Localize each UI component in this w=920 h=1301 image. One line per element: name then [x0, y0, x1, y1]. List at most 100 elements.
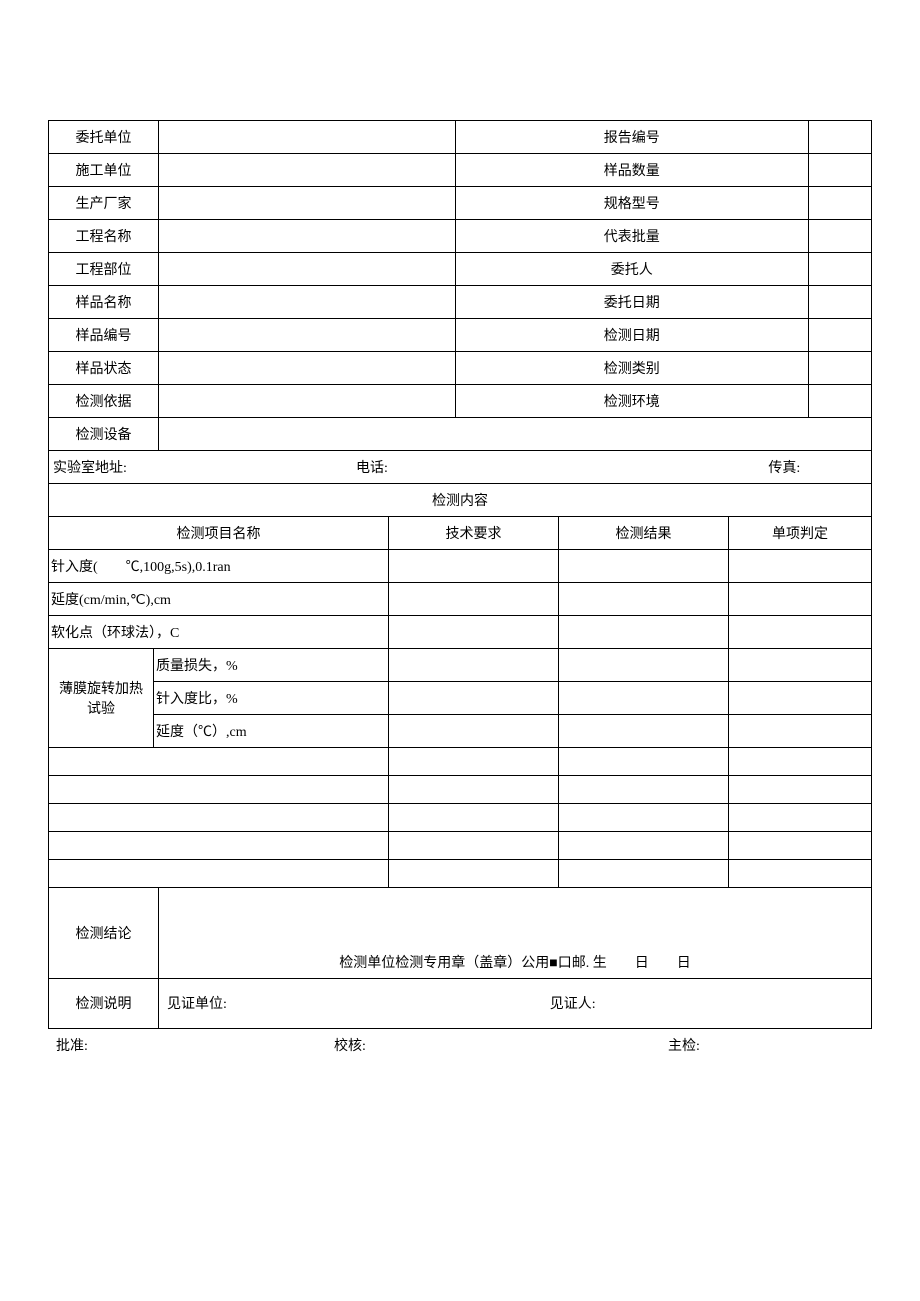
value-test-category[interactable] [808, 352, 871, 385]
section-title: 检测内容 [49, 484, 872, 517]
footer-row: 批准: 校核: 主检: [48, 1029, 872, 1055]
test-result-3[interactable] [559, 616, 729, 649]
label-witness-person: 见证人: [550, 997, 596, 1012]
blank-result-1[interactable] [559, 748, 729, 776]
value-client-person[interactable] [808, 253, 871, 286]
test-tech-g3[interactable] [389, 715, 559, 748]
label-phone: 电话: [218, 451, 396, 484]
test-judge-g1[interactable] [729, 649, 872, 682]
conclusion-table: 检测结论 检测单位检测专用章（盖章）公用■口邮. 生 日 日 检测说明 见证单位… [48, 888, 872, 1029]
info-row-7: 样品编号 检测日期 [49, 319, 872, 352]
value-test-equipment[interactable] [159, 418, 872, 451]
header-item-name: 检测项目名称 [49, 517, 389, 550]
test-group-film: 薄膜旋转加热试验 [49, 649, 154, 748]
test-judge-2[interactable] [729, 583, 872, 616]
report-form-table: 委托单位 报告编号 施工单位 样品数量 生产厂家 规格型号 工程名称 代表批量 … [48, 120, 872, 517]
blank-tech-1[interactable] [389, 748, 559, 776]
test-judge-1[interactable] [729, 550, 872, 583]
blank-judge-2[interactable] [729, 776, 872, 804]
test-result-g3[interactable] [559, 715, 729, 748]
value-sample-name[interactable] [159, 286, 456, 319]
test-tech-3[interactable] [389, 616, 559, 649]
test-name-penetration: 针入度( ℃,100g,5s),0.1ran [49, 550, 389, 583]
blank-judge-4[interactable] [729, 832, 872, 860]
label-sample-no: 样品编号 [49, 319, 159, 352]
blank-name-3[interactable] [49, 804, 389, 832]
blank-name-2[interactable] [49, 776, 389, 804]
blank-judge-3[interactable] [729, 804, 872, 832]
test-tech-2[interactable] [389, 583, 559, 616]
info-row-2: 施工单位 样品数量 [49, 154, 872, 187]
info-row-9: 检测依据 检测环境 [49, 385, 872, 418]
test-row-blank-2 [49, 776, 872, 804]
blank-tech-5[interactable] [389, 860, 559, 888]
value-entrust-date[interactable] [808, 286, 871, 319]
test-judge-g3[interactable] [729, 715, 872, 748]
test-result-2[interactable] [559, 583, 729, 616]
label-test-category: 检测类别 [455, 352, 808, 385]
value-project-name[interactable] [159, 220, 456, 253]
blank-name-4[interactable] [49, 832, 389, 860]
value-report-no[interactable] [808, 121, 871, 154]
label-spec-model: 规格型号 [455, 187, 808, 220]
value-client-unit[interactable] [159, 121, 456, 154]
blank-judge-1[interactable] [729, 748, 872, 776]
test-result-g2[interactable] [559, 682, 729, 715]
test-tech-g2[interactable] [389, 682, 559, 715]
value-project-part[interactable] [159, 253, 456, 286]
label-client-unit: 委托单位 [49, 121, 159, 154]
note-content: 见证单位: 见证人: [159, 978, 872, 1028]
value-fax[interactable] [808, 451, 871, 484]
value-spec-model[interactable] [808, 187, 871, 220]
blank-tech-4[interactable] [389, 832, 559, 860]
value-sample-no[interactable] [159, 319, 456, 352]
test-result-g1[interactable] [559, 649, 729, 682]
value-sample-state[interactable] [159, 352, 456, 385]
value-manufacturer[interactable] [159, 187, 456, 220]
label-lab-address: 实验室地址: [49, 451, 159, 484]
label-fax: 传真: [455, 451, 808, 484]
test-sub-massloss: 质量损失，% [154, 649, 389, 682]
value-batch[interactable] [808, 220, 871, 253]
value-construction-unit[interactable] [159, 154, 456, 187]
blank-judge-5[interactable] [729, 860, 872, 888]
label-conclusion: 检测结论 [49, 888, 159, 978]
label-test-basis: 检测依据 [49, 385, 159, 418]
label-witness-unit: 见证单位: [167, 997, 227, 1012]
blank-result-2[interactable] [559, 776, 729, 804]
test-judge-g2[interactable] [729, 682, 872, 715]
value-test-env[interactable] [808, 385, 871, 418]
blank-tech-2[interactable] [389, 776, 559, 804]
label-project-part: 工程部位 [49, 253, 159, 286]
blank-result-5[interactable] [559, 860, 729, 888]
blank-result-4[interactable] [559, 832, 729, 860]
blank-result-3[interactable] [559, 804, 729, 832]
value-phone[interactable] [396, 451, 455, 484]
blank-name-5[interactable] [49, 860, 389, 888]
label-manufacturer: 生产厂家 [49, 187, 159, 220]
blank-name-1[interactable] [49, 748, 389, 776]
test-tech-1[interactable] [389, 550, 559, 583]
test-sub-penetration-ratio: 针入度比，% [154, 682, 389, 715]
footer-check: 校核: [252, 1035, 448, 1055]
test-row-blank-4 [49, 832, 872, 860]
footer-inspect: 主检: [448, 1035, 864, 1055]
blank-tech-3[interactable] [389, 804, 559, 832]
test-judge-3[interactable] [729, 616, 872, 649]
info-row-5: 工程部位 委托人 [49, 253, 872, 286]
test-content-table: 检测项目名称 技术要求 检测结果 单项判定 针入度( ℃,100g,5s),0.… [48, 517, 872, 888]
value-lab-address[interactable] [159, 451, 218, 484]
value-sample-qty[interactable] [808, 154, 871, 187]
test-row-blank-1 [49, 748, 872, 776]
info-row-6: 样品名称 委托日期 [49, 286, 872, 319]
value-test-basis[interactable] [159, 385, 456, 418]
test-result-1[interactable] [559, 550, 729, 583]
test-row-ductility: 延度(cm/min,℃),cm [49, 583, 872, 616]
label-sample-qty: 样品数量 [455, 154, 808, 187]
test-name-softening: 软化点（环球法），C [49, 616, 389, 649]
label-note: 检测说明 [49, 978, 159, 1028]
value-test-date[interactable] [808, 319, 871, 352]
test-tech-g1[interactable] [389, 649, 559, 682]
info-row-10: 检测设备 [49, 418, 872, 451]
conclusion-content[interactable]: 检测单位检测专用章（盖章）公用■口邮. 生 日 日 [159, 888, 872, 978]
